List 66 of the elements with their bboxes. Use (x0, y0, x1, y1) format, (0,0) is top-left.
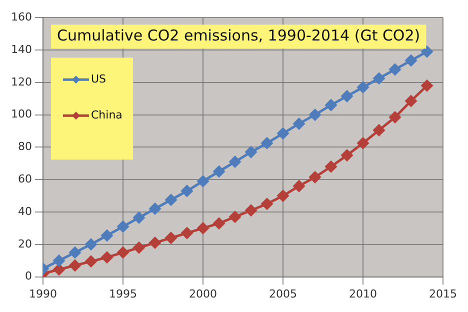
y-tick-label: 60 (18, 172, 32, 186)
point (101, 252, 113, 264)
point (293, 118, 305, 130)
x-tick-label: 1990 (28, 287, 57, 300)
point (229, 156, 241, 168)
point (85, 256, 97, 268)
point (85, 238, 97, 250)
point (69, 246, 81, 258)
y-tick-label: 40 (18, 204, 32, 218)
point (117, 246, 129, 258)
point (245, 204, 257, 216)
point (197, 175, 209, 187)
point (325, 99, 337, 111)
legend-label: US (90, 72, 106, 86)
y-tick-label: 160 (10, 10, 32, 24)
point (405, 95, 417, 107)
point (341, 90, 353, 102)
x-tick-label: 2000 (189, 287, 217, 300)
point (261, 137, 273, 149)
point (245, 146, 257, 158)
y-tick-label: 80 (18, 140, 32, 154)
point (325, 160, 337, 172)
point (133, 242, 145, 254)
point (373, 124, 385, 136)
point (117, 220, 129, 232)
legend-label: China (90, 108, 122, 122)
point (165, 194, 177, 206)
point (165, 232, 177, 244)
point (133, 212, 145, 224)
point (53, 264, 65, 276)
x-tick-label: 2010 (349, 287, 377, 300)
x-tick-label: 2015 (429, 287, 458, 300)
y-tick-label: 120 (10, 75, 32, 88)
point (213, 218, 225, 230)
point (69, 260, 81, 272)
point (101, 230, 113, 242)
point (357, 82, 369, 94)
x-tick-label: 1995 (108, 287, 137, 300)
point (373, 72, 385, 84)
point (357, 137, 369, 149)
point (149, 203, 161, 215)
point (421, 46, 433, 58)
point (229, 211, 241, 223)
point (421, 80, 433, 92)
x-tick-label: 2005 (269, 287, 297, 300)
point (341, 150, 353, 162)
point (405, 54, 417, 66)
point (389, 111, 401, 123)
y-tick-label: 100 (10, 108, 32, 121)
y-tick-label: 20 (18, 237, 32, 250)
point (181, 185, 193, 197)
y-tick-label: 0 (24, 270, 32, 283)
point (213, 166, 225, 178)
point (181, 227, 193, 239)
point (389, 64, 401, 76)
y-tick-label: 140 (10, 42, 32, 56)
point (197, 222, 209, 234)
point (261, 198, 273, 210)
point (149, 237, 161, 249)
text: Cumulative CO2 emissions, 1990-2014 (Gt CO2) (56, 26, 420, 44)
point (309, 171, 321, 183)
point (293, 180, 305, 192)
point (309, 109, 321, 121)
point (53, 254, 65, 266)
point (277, 128, 289, 140)
point (277, 190, 289, 202)
